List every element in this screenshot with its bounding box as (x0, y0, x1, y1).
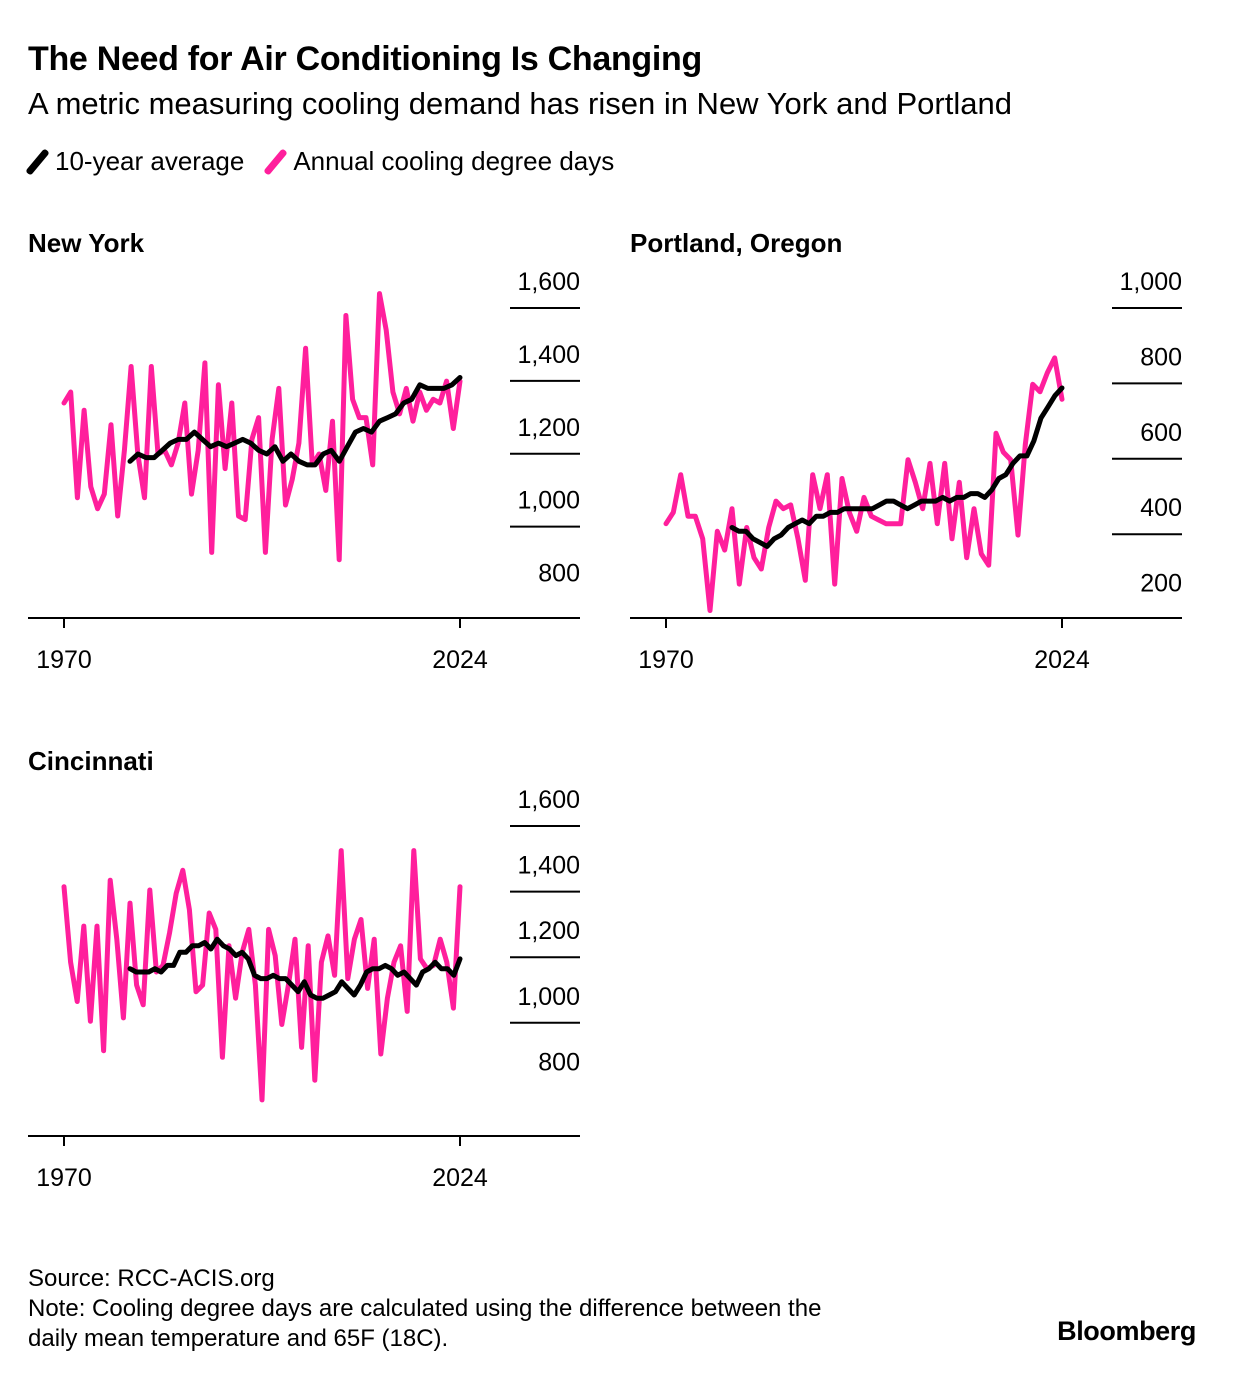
x-tick-label: 1970 (36, 646, 92, 674)
chart-new-york: 800 1,000 1,200 1,400 1,600 1970 2024 (28, 268, 580, 674)
legend: 10-year average Annual cooling degree da… (25, 146, 636, 177)
note-text-line2: daily mean temperature and 65F (18C). (28, 1325, 449, 1352)
legend-item-annual: Annual cooling degree days (263, 146, 615, 177)
legend-swatch-average (25, 147, 50, 176)
chart-cincinnati: 800 1,000 1,200 1,400 1,600 1970 2024 (28, 786, 580, 1192)
y-tick-label: 800 (538, 1048, 580, 1076)
chart-portland: 200 400 600 800 1,000 1970 2024 (630, 268, 1182, 674)
y-tick-label: 1,000 (517, 983, 580, 1011)
legend-label-average: 10-year average (55, 146, 245, 176)
source-text: Source: RCC-ACIS.org (28, 1265, 275, 1292)
legend-label-annual: Annual cooling degree days (293, 146, 615, 176)
footer-notes: Source: RCC-ACIS.org Note: Cooling degre… (28, 1264, 821, 1354)
legend-swatch-annual (263, 147, 289, 176)
y-tick-label: 800 (1140, 343, 1182, 371)
y-tick-label: 600 (1140, 419, 1182, 447)
series-line-10-year-average (127, 936, 463, 1001)
y-tick-label: 1,200 (517, 917, 580, 945)
legend-item-average: 10-year average (25, 146, 245, 177)
note-text-line1: Note: Cooling degree days are calculated… (28, 1295, 822, 1322)
y-tick-label: 1,600 (517, 268, 580, 296)
y-tick-label: 1,000 (1119, 268, 1182, 296)
x-tick-label: 2024 (1034, 646, 1090, 674)
y-tick-label: 800 (538, 560, 580, 588)
x-tick-label: 1970 (36, 1164, 92, 1192)
panel-title-new-york: New York (28, 228, 145, 258)
series-line-annual-cdd (663, 355, 1065, 613)
series-line-annual-cdd (61, 291, 463, 563)
bloomberg-logo: Bloomberg (1057, 1316, 1196, 1346)
x-tick-label: 1970 (638, 646, 694, 674)
y-tick-label: 200 (1140, 570, 1182, 598)
panel-title-portland: Portland, Oregon (630, 228, 843, 258)
series-line-10-year-average (729, 385, 1065, 549)
chart-subtitle: A metric measuring cooling demand has ri… (28, 86, 1012, 121)
series-line-10-year-average (127, 375, 463, 468)
chart-title: The Need for Air Conditioning Is Changin… (28, 40, 702, 78)
x-tick-label: 2024 (432, 646, 488, 674)
y-tick-label: 1,600 (517, 786, 580, 814)
panel-title-cincinnati: Cincinnati (28, 746, 154, 776)
x-tick-label: 2024 (432, 1164, 488, 1192)
y-tick-label: 1,000 (517, 487, 580, 515)
series-line-annual-cdd (61, 848, 463, 1103)
y-tick-label: 1,200 (517, 414, 580, 442)
y-tick-label: 1,400 (517, 341, 580, 369)
y-tick-label: 1,400 (517, 852, 580, 880)
y-tick-label: 400 (1140, 494, 1182, 522)
